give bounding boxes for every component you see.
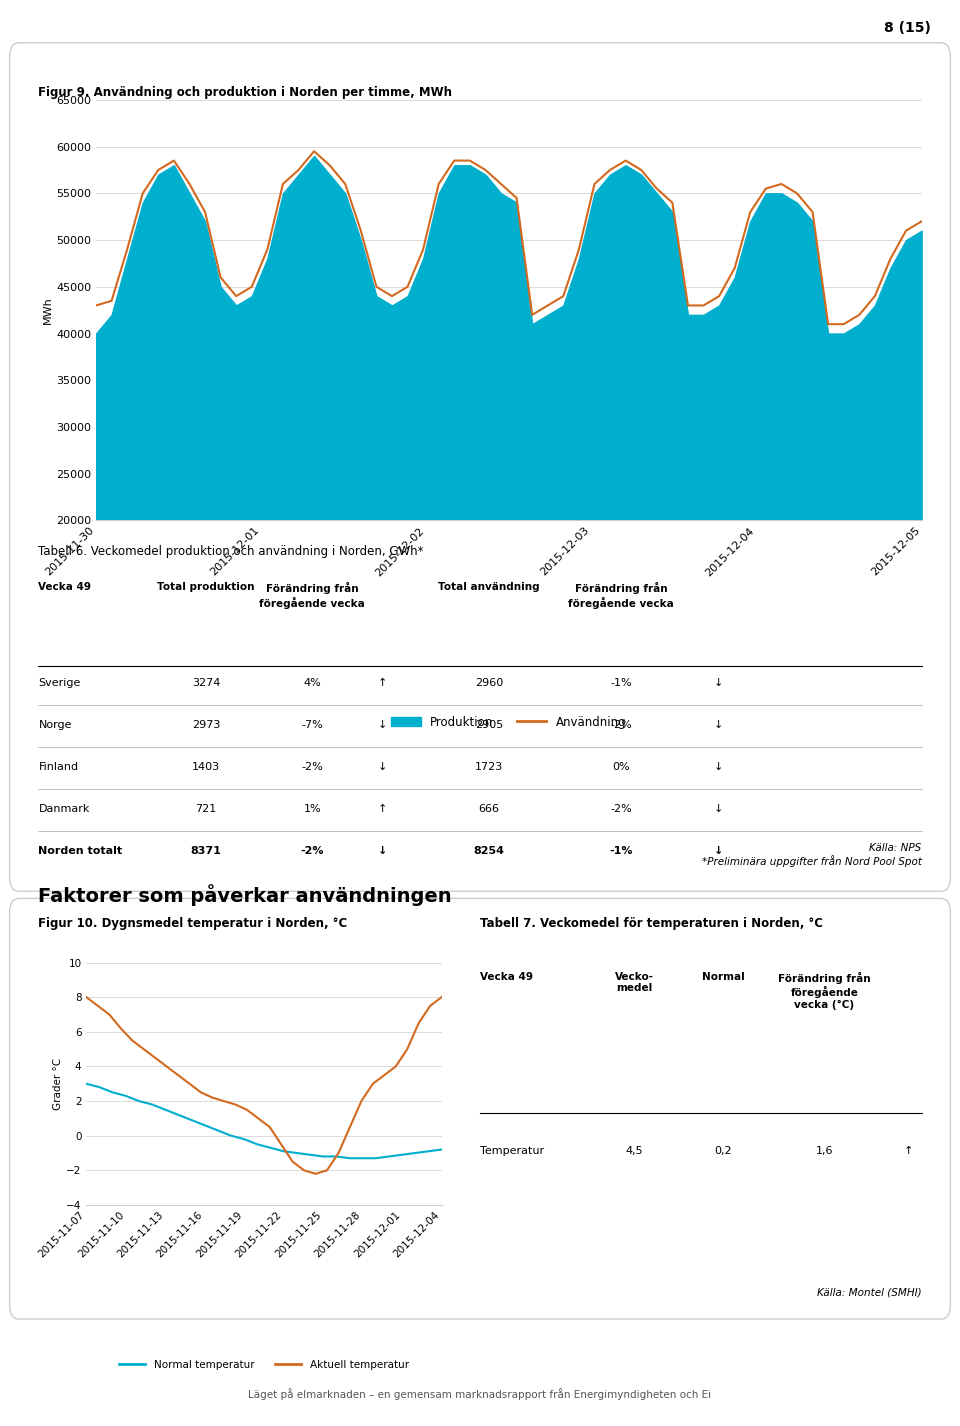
Text: Norden totalt: Norden totalt: [38, 846, 123, 856]
Text: Förändring från
föregående
vecka (°C): Förändring från föregående vecka (°C): [779, 973, 871, 1010]
Text: 2905: 2905: [474, 720, 503, 730]
Text: ↓: ↓: [378, 846, 388, 856]
Text: ↑: ↑: [903, 1145, 913, 1155]
Text: Källa: Montel (SMHI): Källa: Montel (SMHI): [817, 1288, 922, 1298]
Text: ↑: ↑: [378, 804, 388, 814]
Text: -2%: -2%: [611, 720, 633, 730]
Text: Sverige: Sverige: [38, 679, 81, 689]
Text: Temperatur: Temperatur: [480, 1145, 544, 1155]
Text: 721: 721: [196, 804, 217, 814]
Text: ↓: ↓: [714, 679, 723, 689]
Text: Läget på elmarknaden – en gemensam marknadsrapport från Energimyndigheten och Ei: Läget på elmarknaden – en gemensam markn…: [249, 1389, 711, 1400]
Text: 1723: 1723: [474, 761, 503, 771]
Text: -2%: -2%: [300, 846, 324, 856]
Text: Vecka 49: Vecka 49: [38, 582, 91, 592]
Text: 1%: 1%: [303, 804, 321, 814]
Text: 1403: 1403: [192, 761, 220, 771]
Text: Vecka 49: Vecka 49: [480, 973, 533, 983]
Text: Figur 10. Dygnsmedel temperatur i Norden, °C: Figur 10. Dygnsmedel temperatur i Norden…: [38, 917, 348, 930]
Text: 0,2: 0,2: [714, 1145, 732, 1155]
Text: Danmark: Danmark: [38, 804, 90, 814]
Text: 3274: 3274: [192, 679, 221, 689]
Text: 8254: 8254: [473, 846, 504, 856]
Legend: Normal temperatur, Aktuell temperatur: Normal temperatur, Aktuell temperatur: [115, 1356, 413, 1375]
Legend: Produktion, Användning: Produktion, Användning: [386, 712, 632, 733]
Text: Figur 9. Användning och produktion i Norden per timme, MWh: Figur 9. Användning och produktion i Nor…: [38, 86, 452, 98]
Text: Tabell 6. Veckomedel produktion och användning i Norden, GWh*: Tabell 6. Veckomedel produktion och anvä…: [38, 545, 424, 558]
Text: ↓: ↓: [714, 804, 723, 814]
Text: ↓: ↓: [714, 720, 723, 730]
Text: 8 (15): 8 (15): [884, 21, 931, 36]
Text: Förändring från
föregående vecka: Förändring från föregående vecka: [259, 582, 365, 609]
Y-axis label: Grader °C: Grader °C: [54, 1058, 63, 1109]
Text: -1%: -1%: [611, 679, 632, 689]
Text: Total användning: Total användning: [438, 582, 540, 592]
Text: ↑: ↑: [378, 679, 388, 689]
Text: -1%: -1%: [610, 846, 633, 856]
Text: 4%: 4%: [303, 679, 321, 689]
Text: Total produktion: Total produktion: [157, 582, 255, 592]
Text: Finland: Finland: [38, 761, 79, 771]
Text: 666: 666: [478, 804, 499, 814]
Text: -7%: -7%: [301, 720, 324, 730]
Text: Norge: Norge: [38, 720, 72, 730]
Y-axis label: MWh: MWh: [43, 297, 53, 324]
Text: ↓: ↓: [714, 761, 723, 771]
Text: Vecko-
medel: Vecko- medel: [615, 973, 654, 994]
Text: 2960: 2960: [474, 679, 503, 689]
Text: Förändring från
föregående vecka: Förändring från föregående vecka: [568, 582, 674, 609]
Text: 4,5: 4,5: [626, 1145, 643, 1155]
Text: 0%: 0%: [612, 761, 630, 771]
Text: ↓: ↓: [714, 846, 723, 856]
Text: Normal: Normal: [702, 973, 744, 983]
Text: 1,6: 1,6: [816, 1145, 833, 1155]
Text: -2%: -2%: [611, 804, 633, 814]
Text: Faktorer som påverkar användningen: Faktorer som påverkar användningen: [38, 884, 452, 906]
Text: ↓: ↓: [378, 720, 388, 730]
Text: -2%: -2%: [301, 761, 324, 771]
Text: 8371: 8371: [191, 846, 222, 856]
Text: Källa: NPS
*Preliminära uppgifter från Nord Pool Spot: Källa: NPS *Preliminära uppgifter från N…: [702, 843, 922, 867]
Text: 2973: 2973: [192, 720, 221, 730]
Text: ↓: ↓: [378, 761, 388, 771]
Text: Tabell 7. Veckomedel för temperaturen i Norden, °C: Tabell 7. Veckomedel för temperaturen i …: [480, 917, 823, 930]
